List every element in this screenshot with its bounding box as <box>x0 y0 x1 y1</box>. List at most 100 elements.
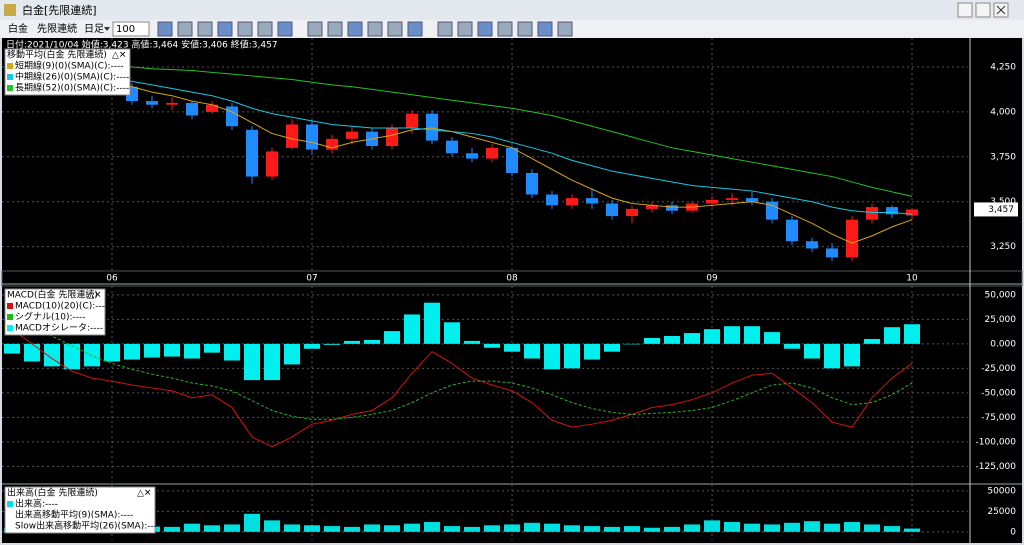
volume-bar <box>424 522 440 532</box>
candle-body <box>646 205 658 209</box>
volume-bar <box>464 526 480 532</box>
oscillator-bar <box>644 337 660 344</box>
y-tick-label: 3,250 <box>990 242 1016 252</box>
volume-bar <box>844 522 860 532</box>
plots: 3,250 3,500 3,750 4,000 4,250 06 07 08 09 10 日付:20… <box>2 38 1018 540</box>
oscillator-bar <box>604 343 620 352</box>
volume-bar <box>504 524 520 532</box>
oscillator-bar <box>744 326 760 344</box>
dropdown-arrow <box>104 27 110 31</box>
oscillator-bar <box>524 343 540 359</box>
tool-button[interactable] <box>367 21 383 37</box>
tool-button[interactable] <box>537 21 553 37</box>
oscillator-bar <box>224 343 240 361</box>
oscillator-bar <box>584 343 600 360</box>
y-tick-label: -125,000 <box>976 462 1017 472</box>
legend-box <box>4 288 106 336</box>
candle-body <box>606 203 618 217</box>
maximize-button[interactable] <box>975 2 991 18</box>
candle-body <box>186 102 198 116</box>
count-value: 100 <box>116 24 135 35</box>
candle-body <box>426 113 438 141</box>
tool-button[interactable] <box>307 21 323 37</box>
legend-item: MACD(10)(20)(C):---- <box>15 302 108 312</box>
tool-button[interactable] <box>457 21 473 37</box>
x-tick-label: 08 <box>506 274 518 284</box>
volume-bar <box>184 523 200 532</box>
legend-swatch <box>7 85 13 91</box>
y-tick-label: 4,000 <box>990 107 1016 117</box>
tool-button[interactable] <box>497 21 513 37</box>
legend-icons: △✕ <box>112 51 126 61</box>
volume-bar <box>604 526 620 532</box>
y-tick-label: 4,250 <box>990 62 1016 72</box>
candle-body <box>866 207 878 220</box>
candle-body <box>346 131 358 139</box>
volume-bar <box>904 528 920 532</box>
legend-icons: △✕ <box>87 291 101 301</box>
volume-bar <box>864 524 880 532</box>
tool-button[interactable] <box>347 21 363 37</box>
x-tick-label: 09 <box>706 274 718 284</box>
tool-button[interactable] <box>197 21 213 37</box>
oscillator-bar <box>164 343 180 357</box>
volume-bar <box>704 520 720 532</box>
tool-button[interactable] <box>237 21 253 37</box>
tool-button[interactable] <box>387 21 403 37</box>
volume-bar <box>784 522 800 532</box>
oscillator-bar <box>804 343 820 359</box>
minimize-button[interactable] <box>957 2 973 18</box>
contract-menu[interactable]: 先限連続 <box>37 22 77 35</box>
volume-bar <box>584 526 600 532</box>
legend-box <box>4 486 156 534</box>
period-menu[interactable]: 日足 <box>84 23 104 35</box>
volume-bar <box>724 522 740 532</box>
tool-button[interactable] <box>157 21 173 37</box>
oscillator-bar <box>704 329 720 344</box>
tool-button[interactable] <box>177 21 193 37</box>
oscillator-bar <box>384 331 400 344</box>
oscillator-bar <box>664 336 680 344</box>
legend-swatch <box>7 314 13 320</box>
candle-body <box>206 104 218 112</box>
volume-bar <box>544 523 560 532</box>
candle-body <box>886 207 898 215</box>
tool-button[interactable] <box>437 21 453 37</box>
tool-button[interactable] <box>277 21 293 37</box>
ma-line <box>11 75 913 244</box>
volume-bar <box>804 521 820 532</box>
volume-bar <box>204 525 220 532</box>
tool-button[interactable] <box>327 21 343 37</box>
candle-body <box>486 147 498 159</box>
count-input[interactable] <box>112 21 150 37</box>
tool-button[interactable] <box>557 21 573 37</box>
oscillator-bar <box>104 343 120 362</box>
x-tick-label: 10 <box>906 274 918 284</box>
candle-body <box>246 129 258 177</box>
volume-bar <box>344 526 360 532</box>
ma-line <box>11 57 913 197</box>
oscillator-bar <box>404 314 420 344</box>
app-icon <box>4 4 16 16</box>
last-price-box <box>974 202 1018 217</box>
candle-body <box>446 140 458 154</box>
volume-bar <box>444 526 460 532</box>
volume-bar <box>624 526 640 532</box>
volume-bar <box>244 513 260 532</box>
tool-button[interactable] <box>477 21 493 37</box>
oscillator-bar <box>444 322 460 344</box>
legend-item: シグナル(10):---- <box>15 311 86 323</box>
symbol-menu[interactable]: 白金 <box>8 22 28 35</box>
tool-button[interactable] <box>257 21 273 37</box>
tool-button[interactable] <box>407 21 423 37</box>
tool-button[interactable] <box>217 21 233 37</box>
volume-bar <box>304 525 320 532</box>
y-tick-label: -50,000 <box>981 388 1016 398</box>
oscillator-bar <box>144 343 160 358</box>
oscillator-bar <box>424 302 440 344</box>
oscillator-bar <box>864 338 880 344</box>
oscillator-bar <box>624 343 640 345</box>
oscillator-bar <box>764 332 780 344</box>
tool-button[interactable] <box>517 21 533 37</box>
